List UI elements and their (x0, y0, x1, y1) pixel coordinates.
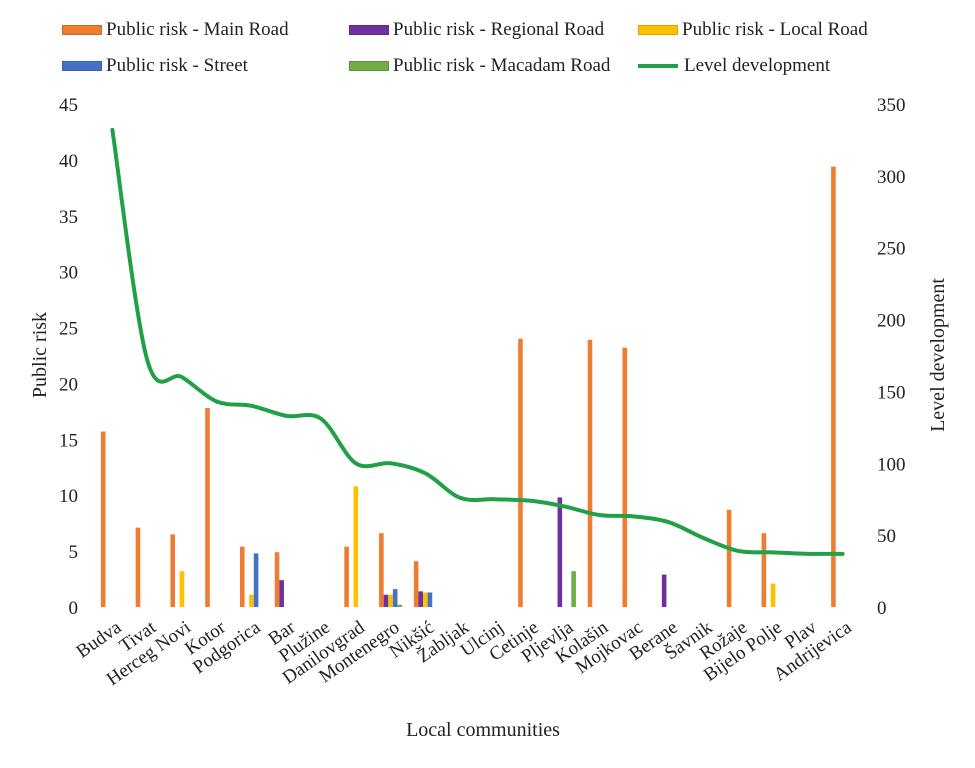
bar-public-risk-macadam-road-montenegro (397, 604, 403, 607)
bar-public-risk-main-road-montenegro (379, 533, 384, 607)
bar-public-risk-street-niksic (427, 592, 433, 607)
right-tick-50: 50 (877, 526, 896, 547)
bar-public-risk-local-road-bijelo-polje (770, 583, 776, 607)
bar-public-risk-local-road-podgorica (249, 594, 254, 607)
bar-public-risk-street-podgorica (253, 553, 259, 607)
bar-public-risk-regional-road-montenegro (383, 594, 389, 607)
left-tick-40: 40 (59, 151, 78, 172)
legend-swatch-macadam-road (349, 61, 389, 71)
bar-public-risk-main-road-budva (100, 431, 106, 607)
bar-public-risk-local-road-herceg-novi (179, 571, 185, 607)
legend-swatch-regional-road (349, 25, 389, 35)
bar-public-risk-main-road-niksic (413, 561, 419, 607)
legend-swatch-local-road (638, 25, 678, 35)
left-tick-35: 35 (59, 207, 78, 228)
left-tick-20: 20 (59, 374, 78, 395)
bar-public-risk-local-road-montenegro (388, 594, 393, 607)
legend-label-macadam-road: Public risk - Macadam Road (393, 55, 611, 76)
legend-swatch-level-development (638, 64, 678, 68)
legend-item-level-development: Level development (638, 55, 830, 77)
bar-public-risk-local-road-niksic (423, 592, 428, 607)
line-layer (110, 127, 845, 556)
right-tick-300: 300 (877, 167, 906, 188)
line-level-development (110, 127, 845, 556)
legend-label-local-road: Public risk - Local Road (682, 19, 868, 40)
legend-item-street: Public risk - Street (62, 55, 248, 77)
bar-public-risk-main-road-tivat (135, 527, 141, 607)
bar-public-risk-main-road-andrijevica (831, 166, 836, 607)
bar-public-risk-regional-road-pljevlja (557, 497, 563, 607)
legend-label-street: Public risk - Street (106, 55, 248, 76)
bar-public-risk-main-road-herceg-novi (170, 534, 176, 607)
left-tick-5: 5 (69, 542, 79, 563)
legend-label-main-road: Public risk - Main Road (106, 19, 289, 40)
legend-item-macadam-road: Public risk - Macadam Road (349, 55, 610, 77)
right-tick-350: 350 (877, 95, 906, 116)
bar-public-risk-main-road-kolasin (587, 339, 593, 607)
legend-swatch-main-road (62, 25, 102, 35)
right-tick-100: 100 (877, 454, 906, 475)
bar-public-risk-main-road-bar (274, 552, 280, 607)
left-tick-25: 25 (59, 319, 78, 340)
x-axis-title: Local communities (406, 719, 560, 741)
bar-public-risk-main-road-danilovgrad (344, 546, 349, 607)
bar-public-risk-regional-road-berane (661, 574, 667, 607)
legend: Public risk - Main Road Public risk - Re… (0, 0, 975, 90)
right-tick-0: 0 (877, 598, 887, 619)
bar-public-risk-macadam-road-pljevlja (571, 571, 576, 607)
bar-public-risk-local-road-danilovgrad (353, 486, 359, 607)
legend-label-regional-road: Public risk - Regional Road (393, 19, 605, 40)
legend-item-regional-road: Public risk - Regional Road (349, 19, 604, 41)
bars-layer (100, 166, 836, 607)
bar-public-risk-main-road-bijelo-polje (761, 533, 767, 607)
bar-public-risk-main-road-kotor (205, 408, 210, 607)
legend-item-local-road: Public risk - Local Road (638, 19, 868, 41)
bar-public-risk-main-road-mojkovac (622, 347, 628, 607)
bar-public-risk-main-road-podgorica (239, 546, 245, 607)
bar-public-risk-main-road-cetinje (518, 338, 523, 607)
left-tick-0: 0 (69, 598, 79, 619)
bar-public-risk-regional-road-bar (279, 580, 284, 607)
left-tick-15: 15 (59, 430, 78, 451)
left-tick-10: 10 (59, 486, 78, 507)
legend-label-level-development: Level development (684, 55, 831, 76)
right-tick-250: 250 (877, 239, 906, 260)
right-tick-200: 200 (877, 311, 906, 332)
right-axis-title: Level development (927, 278, 949, 432)
bar-public-risk-main-road-rozaje (726, 509, 732, 607)
legend-swatch-street (62, 61, 102, 71)
right-axis-ticks: 0 50 100 150 200 250 300 350 (877, 95, 906, 619)
left-axis-title: Public risk (29, 312, 51, 398)
left-tick-30: 30 (59, 263, 78, 284)
bar-public-risk-street-montenegro (392, 589, 398, 607)
left-tick-45: 45 (59, 95, 78, 116)
right-tick-150: 150 (877, 382, 906, 403)
left-axis-ticks: 0 5 10 15 20 25 30 35 40 45 (59, 95, 78, 619)
bar-public-risk-regional-road-niksic (418, 591, 424, 607)
legend-item-main-road: Public risk - Main Road (62, 19, 289, 41)
